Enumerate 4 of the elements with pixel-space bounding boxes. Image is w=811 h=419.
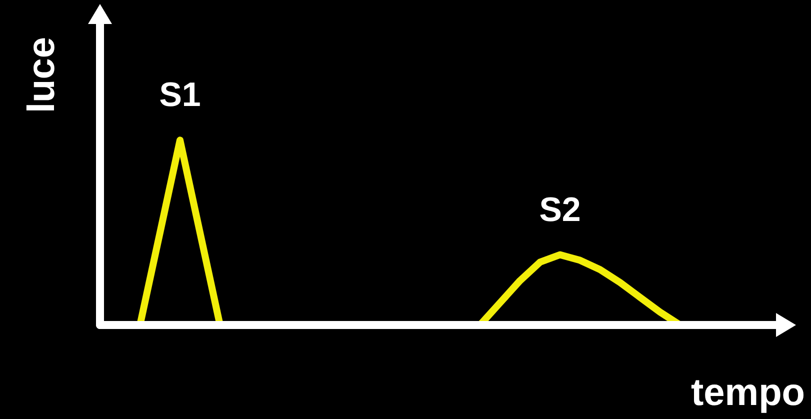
x-axis-title: tempo xyxy=(691,372,805,414)
text: S1 xyxy=(159,76,201,114)
y-axis-title: luce xyxy=(21,36,63,114)
annotation: S2 xyxy=(539,190,581,229)
